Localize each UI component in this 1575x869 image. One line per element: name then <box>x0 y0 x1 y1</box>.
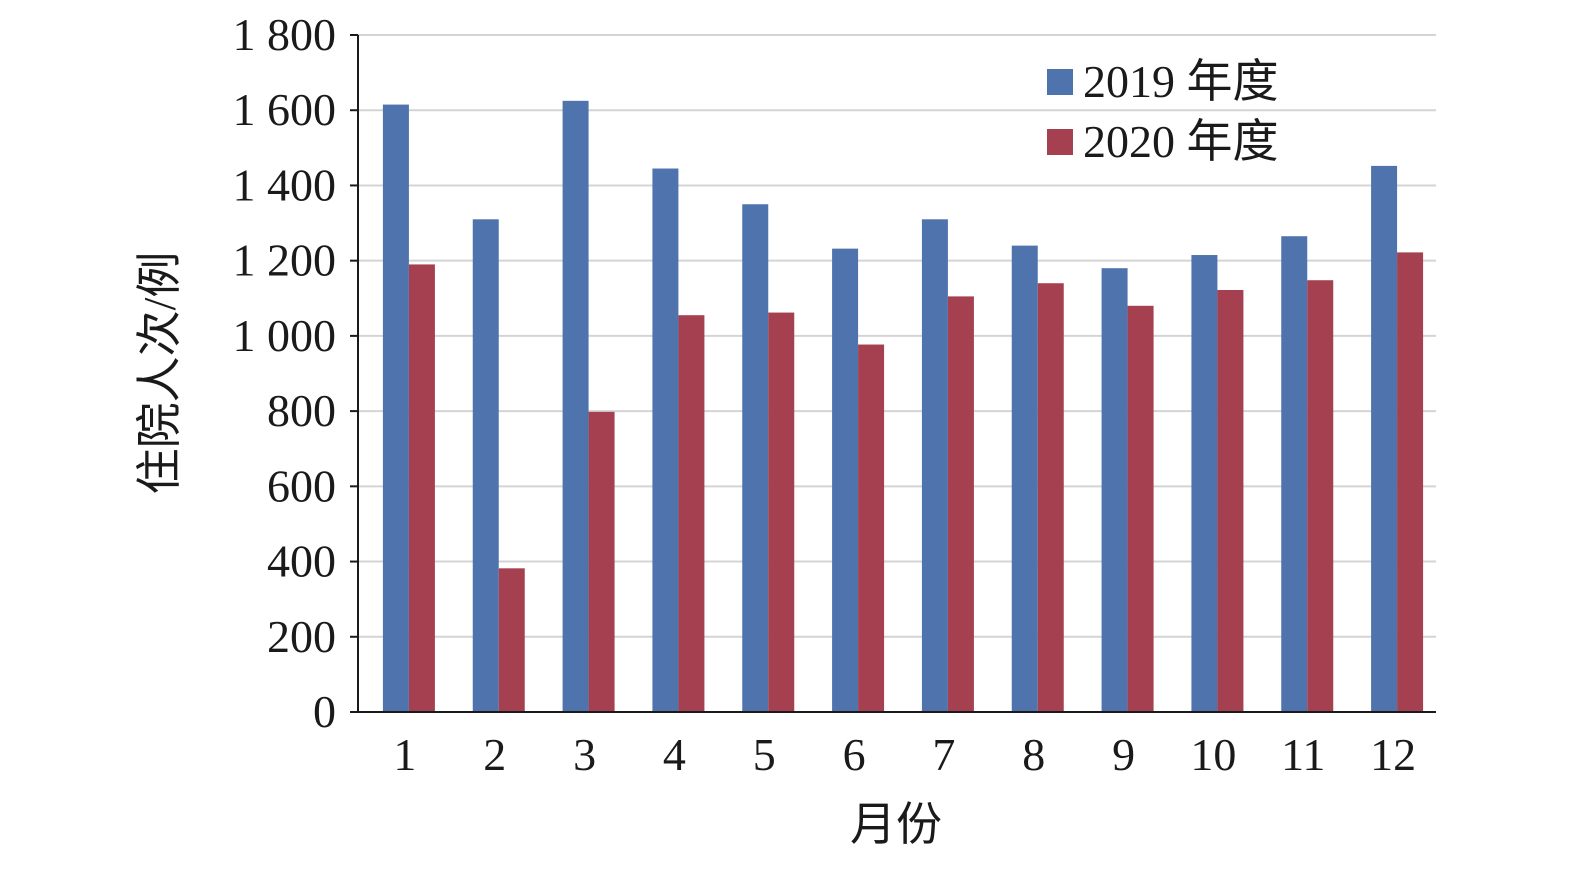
x-tick-label: 12 <box>1370 729 1416 780</box>
bar-series-1-month-2 <box>498 568 525 712</box>
y-tick-label: 1 600 <box>233 84 337 135</box>
x-tick-label: 11 <box>1281 729 1325 780</box>
y-tick-label: 1 800 <box>233 9 337 60</box>
bar-series-1-month-12 <box>1397 252 1424 713</box>
legend-label-2019: 2019 年度 <box>1083 56 1279 107</box>
x-tick-label: 7 <box>932 729 955 780</box>
y-tick-label: 1 200 <box>233 235 337 286</box>
bar-series-0-month-12 <box>1371 165 1398 713</box>
y-tick-label: 0 <box>313 686 336 737</box>
bar-series-1-month-9 <box>1127 305 1154 712</box>
bar-series-0-month-3 <box>562 100 589 712</box>
x-tick-label: 1 <box>393 729 416 780</box>
y-tick-label: 600 <box>267 460 336 511</box>
bar-series-0-month-2 <box>472 219 499 713</box>
y-axis-title: 住院人次/例 <box>134 252 185 495</box>
bar-series-1-month-11 <box>1307 280 1334 712</box>
legend: 2019 年度 2020 年度 <box>1047 56 1279 167</box>
y-tick-label: 400 <box>267 536 336 587</box>
x-tick-label: 6 <box>843 729 866 780</box>
bar-series-1-month-4 <box>678 315 705 712</box>
bar-series-1-month-5 <box>768 312 795 712</box>
bar-series-1-month-7 <box>947 296 974 712</box>
x-axis-title: 月份 <box>850 799 942 850</box>
gridlines <box>358 34 1436 638</box>
x-tick-label: 8 <box>1022 729 1045 780</box>
bars <box>382 100 1424 713</box>
bar-series-0-month-6 <box>832 248 859 712</box>
bar-series-0-month-7 <box>921 219 948 713</box>
legend-swatch-2020 <box>1047 129 1073 155</box>
y-tick-labels: 0 200 400 600 800 1 000 1 200 1 400 1 600 1 800 <box>233 9 358 737</box>
bar-series-1-month-6 <box>858 344 885 712</box>
y-tick-label: 1 000 <box>233 310 337 361</box>
x-tick-label: 2 <box>483 729 506 780</box>
bar-series-1-month-3 <box>588 411 615 712</box>
legend-swatch-2019 <box>1047 69 1073 95</box>
bar-series-0-month-1 <box>382 104 409 712</box>
bar-series-0-month-11 <box>1281 236 1308 712</box>
x-tick-label: 4 <box>663 729 686 780</box>
x-tick-label: 9 <box>1112 729 1135 780</box>
bar-series-0-month-8 <box>1011 245 1038 712</box>
bar-series-0-month-5 <box>742 204 769 712</box>
legend-label-2020: 2020 年度 <box>1083 116 1279 167</box>
x-tick-label: 3 <box>573 729 596 780</box>
y-tick-label: 800 <box>267 385 336 436</box>
x-tick-label: 5 <box>753 729 776 780</box>
bar-series-1-month-10 <box>1217 290 1244 712</box>
y-tick-label: 200 <box>267 611 336 662</box>
bar-series-1-month-1 <box>408 264 435 712</box>
x-tick-label: 10 <box>1190 729 1236 780</box>
bar-series-1-month-8 <box>1037 283 1064 712</box>
x-tick-labels: 1 2 3 4 5 6 7 8 9 10 11 12 <box>393 729 1416 780</box>
bar-series-0-month-9 <box>1101 268 1128 712</box>
bar-series-0-month-4 <box>652 168 679 713</box>
y-tick-label: 1 400 <box>233 159 337 210</box>
axes <box>357 35 1436 713</box>
bar-series-0-month-10 <box>1191 255 1218 712</box>
